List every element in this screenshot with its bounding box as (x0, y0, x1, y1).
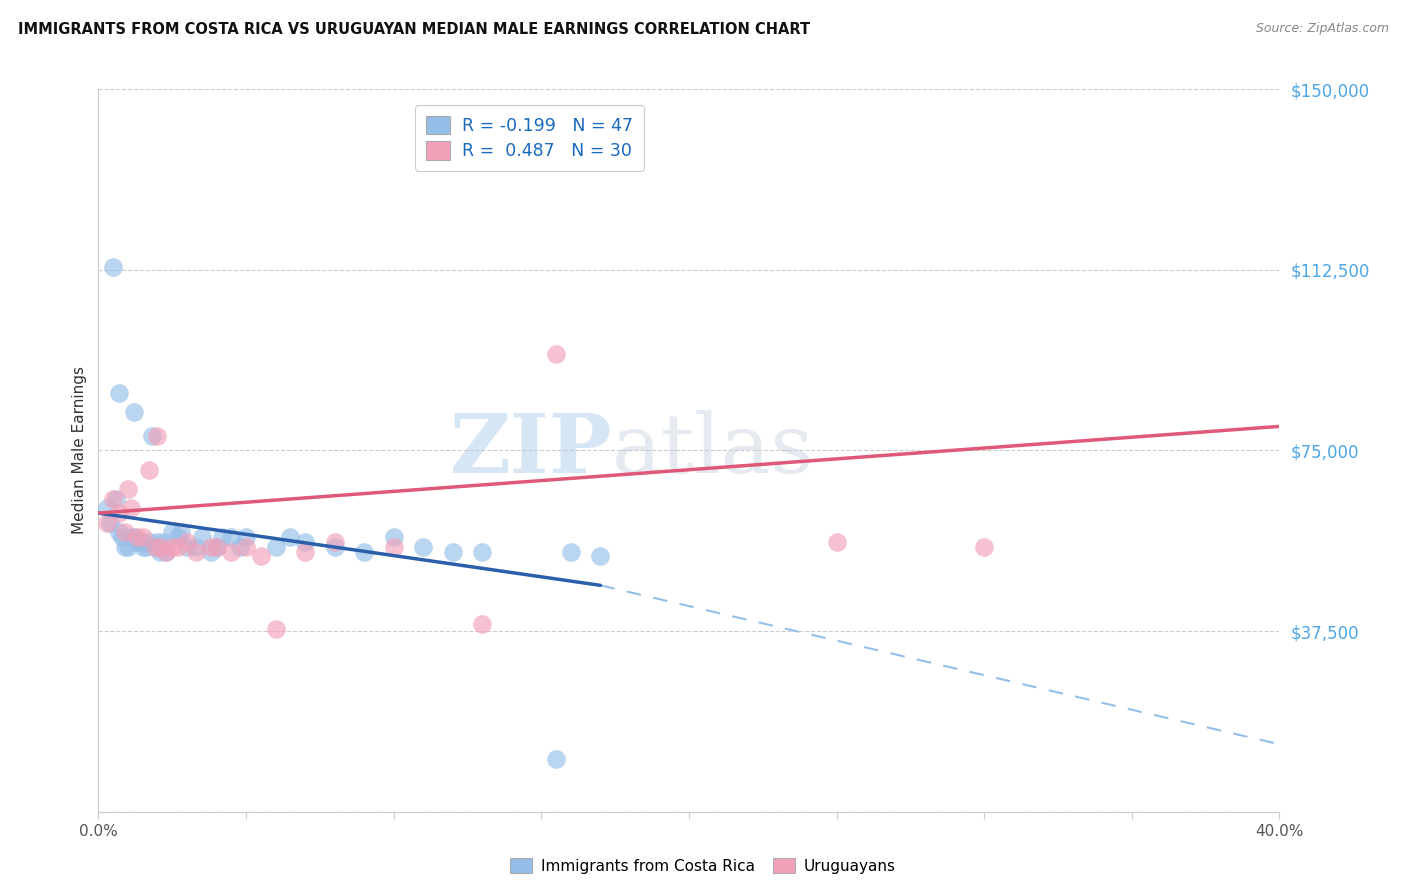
Point (353, 544, 375, 558)
Point (200, 544, 222, 558)
Point (108, 385, 131, 400)
Point (117, 540, 139, 554)
Point (146, 535, 169, 549)
Point (382, 530, 405, 544)
Point (132, 530, 155, 544)
Point (412, 540, 434, 554)
Point (170, 525, 193, 540)
Point (143, 540, 166, 554)
Point (294, 544, 316, 558)
Point (280, 530, 302, 544)
Legend: Immigrants from Costa Rica, Uruguayans: Immigrants from Costa Rica, Uruguayans (505, 852, 901, 880)
Y-axis label: Median Male Earnings: Median Male Earnings (72, 367, 87, 534)
Point (135, 540, 157, 554)
Point (205, 540, 228, 554)
Point (125, 535, 148, 549)
Point (138, 463, 160, 477)
Point (108, 506, 131, 520)
Point (235, 530, 257, 544)
Point (111, 530, 134, 544)
Point (264, 540, 287, 554)
Point (143, 540, 166, 554)
Point (125, 530, 148, 544)
Point (114, 540, 136, 554)
Point (155, 544, 177, 558)
Text: ZIP: ZIP (450, 410, 612, 491)
Text: IMMIGRANTS FROM COSTA RICA VS URUGUAYAN MEDIAN MALE EARNINGS CORRELATION CHART: IMMIGRANTS FROM COSTA RICA VS URUGUAYAN … (18, 22, 810, 37)
Point (973, 540, 995, 554)
Point (103, 491, 125, 506)
Point (184, 540, 207, 554)
Point (162, 525, 183, 540)
Point (103, 260, 125, 275)
Point (114, 525, 136, 540)
Point (176, 540, 198, 554)
Point (191, 530, 214, 544)
Point (546, 347, 568, 361)
Point (105, 491, 128, 506)
Point (323, 535, 346, 549)
Point (120, 530, 142, 544)
Point (167, 530, 190, 544)
Point (141, 429, 163, 443)
Point (560, 544, 582, 558)
Point (149, 544, 172, 558)
Point (162, 540, 183, 554)
Point (176, 535, 198, 549)
Point (294, 535, 316, 549)
Point (235, 540, 257, 554)
Point (229, 540, 252, 554)
Text: Source: ZipAtlas.com: Source: ZipAtlas.com (1256, 22, 1389, 36)
Point (167, 540, 190, 554)
Point (120, 501, 142, 516)
Point (117, 482, 139, 496)
Point (323, 540, 346, 554)
Point (138, 535, 160, 549)
Point (184, 544, 207, 558)
Point (382, 540, 405, 554)
Point (149, 540, 172, 554)
Point (122, 530, 145, 544)
Text: atlas: atlas (612, 410, 814, 491)
Point (546, 752, 568, 766)
Point (471, 616, 494, 631)
Point (825, 535, 848, 549)
Point (96, 501, 118, 516)
Point (441, 544, 464, 558)
Point (152, 535, 174, 549)
Point (211, 530, 233, 544)
Point (471, 544, 494, 558)
Point (108, 525, 131, 540)
Point (205, 540, 228, 554)
Point (146, 429, 169, 443)
Point (122, 405, 145, 419)
Point (250, 549, 273, 564)
Legend: R = -0.199   N = 47, R =  0.487   N = 30: R = -0.199 N = 47, R = 0.487 N = 30 (415, 105, 644, 170)
Point (221, 530, 243, 544)
Point (200, 540, 222, 554)
Point (155, 544, 177, 558)
Point (589, 549, 612, 564)
Point (132, 540, 155, 554)
Point (96, 516, 118, 530)
Point (98, 516, 121, 530)
Point (128, 535, 150, 549)
Point (221, 544, 243, 558)
Point (264, 622, 287, 636)
